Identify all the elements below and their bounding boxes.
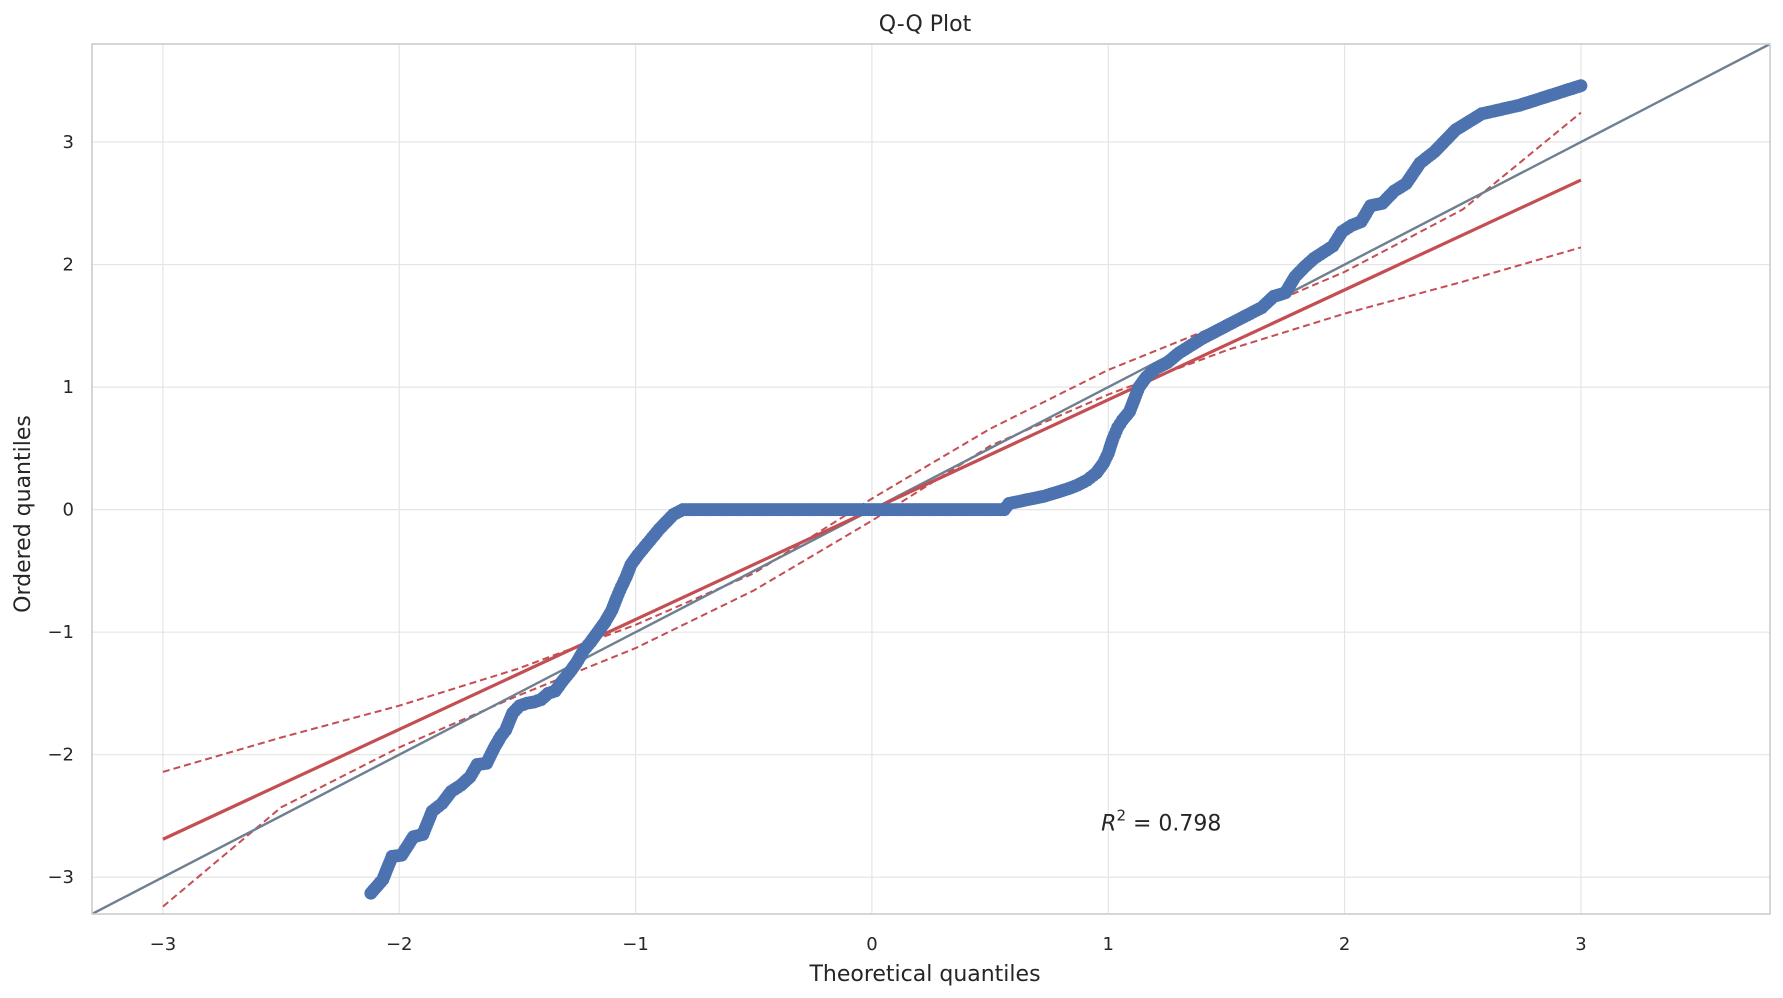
data-point [1574,79,1588,93]
x-tick-label: 2 [1339,934,1350,955]
y-tick-label: −1 [47,622,74,643]
r-squared-annotation: R2 = 0.798 [1101,807,1221,837]
reference-line-group [92,44,1770,914]
y-tick-label: 3 [63,132,74,153]
y-axis-title: Ordered quantiles [11,415,36,613]
x-tick-label: 0 [866,934,877,955]
x-tick-labels: −3 −2 −1 0 1 2 3 [150,934,1587,955]
confidence-band [162,111,1582,908]
y-tick-label: −3 [47,867,74,888]
y-tick-label: 1 [63,377,74,398]
plot-frame [91,43,1771,915]
confidence-band-lower [162,246,1582,908]
x-tick-label: 3 [1575,934,1586,955]
confidence-band-upper [162,111,1582,773]
r-squared-value: = 0.798 [1126,812,1221,837]
x-tick-label: −2 [386,934,413,955]
x-axis-title: Theoretical quantiles [808,962,1040,987]
x-tick-label: 1 [1103,934,1114,955]
data-points [364,79,1588,900]
r-squared-superscript: 2 [1116,807,1126,825]
y-tick-label: −2 [47,745,74,766]
y-tick-labels: −3 −2 −1 0 1 2 3 [47,132,74,888]
chart-title: Q-Q Plot [879,12,972,37]
r-squared-symbol: R [1101,812,1116,837]
y-tick-label: 0 [63,500,74,521]
reference-line [92,44,1770,914]
y-tick-label: 2 [63,255,74,276]
x-tick-label: −3 [150,934,177,955]
x-tick-label: −1 [622,934,649,955]
